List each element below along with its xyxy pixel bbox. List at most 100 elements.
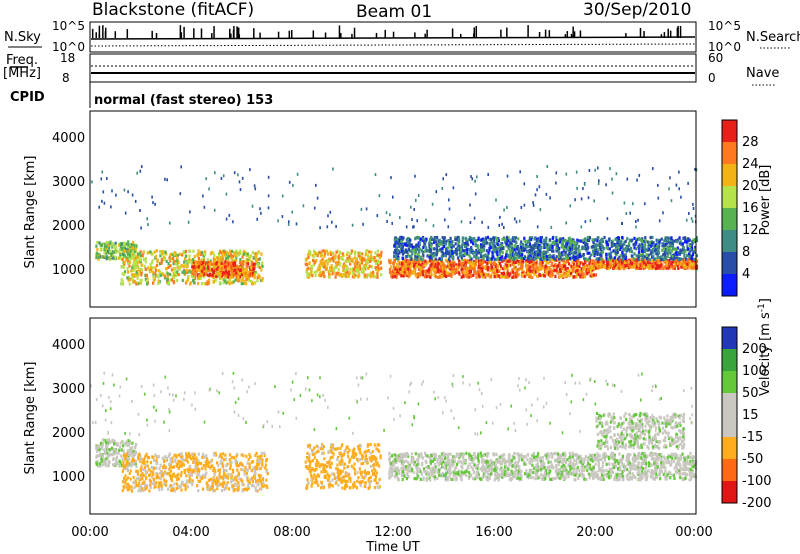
power-cell-band0 <box>114 241 117 245</box>
power-cell-band3 <box>365 250 368 255</box>
power-cell-band5 <box>620 261 624 265</box>
power-cell-band1 <box>227 280 230 284</box>
power-cell-band4 <box>433 274 436 278</box>
power-cell-band2 <box>192 268 195 272</box>
power-cell-band6 <box>490 240 493 244</box>
power-cell-band6 <box>634 240 637 244</box>
power-cell-band3 <box>368 256 371 260</box>
power-cell-band3 <box>358 253 361 258</box>
power-cell-band4 <box>401 271 404 275</box>
power-cell-band6 <box>513 248 516 252</box>
power-cell-band2 <box>238 275 242 279</box>
power-cell-band0 <box>114 244 117 248</box>
power-speckle <box>233 171 236 175</box>
power-cell-band4 <box>408 262 411 266</box>
power-cell-band3 <box>376 269 379 273</box>
power-cell-band6 <box>633 246 636 250</box>
power-cell-band2 <box>242 274 245 278</box>
power-cbar-swatch <box>722 164 737 187</box>
power-speckle <box>657 196 660 200</box>
power-cell-band6 <box>613 243 616 247</box>
velocity-heatmap <box>90 371 698 493</box>
power-cell-band2 <box>193 271 196 275</box>
power-cell-band1 <box>186 264 189 269</box>
power-cell-band6 <box>662 246 665 250</box>
power-cell-band1 <box>144 273 147 277</box>
power-cell-band6 <box>576 255 579 259</box>
power-cell-band3 <box>312 255 315 259</box>
power-cell-band4 <box>558 260 561 264</box>
power-cell-band4 <box>437 268 440 272</box>
power-cell-band2 <box>197 275 200 279</box>
power-cell-band6 <box>520 251 523 255</box>
power-cell-band3 <box>358 264 361 268</box>
power-cell-band3 <box>353 275 356 279</box>
power-cell-band6 <box>478 248 481 252</box>
power-cell-band1 <box>173 271 177 275</box>
power-cell-band6 <box>668 241 671 245</box>
power-cell-band2 <box>229 266 232 270</box>
power-speckle <box>319 226 321 230</box>
power-cell-band5 <box>635 259 638 263</box>
power-cell-band2 <box>241 260 244 264</box>
velocity-cell-band0 <box>99 464 102 468</box>
power-cell-band1 <box>242 259 246 264</box>
power-cell-band6 <box>425 237 428 241</box>
power-cell-band6 <box>598 242 601 246</box>
power-cell-band1 <box>213 254 216 258</box>
power-cell-band1 <box>203 263 206 267</box>
power-cell-band3 <box>333 255 337 259</box>
power-cell-band6 <box>513 252 516 256</box>
power-cell-band3 <box>346 253 349 257</box>
power-cell-band6 <box>605 257 608 261</box>
power-cell-band2 <box>192 261 195 265</box>
power-cell-band4 <box>516 273 519 277</box>
power-cell-band6 <box>495 241 498 245</box>
power-cell-band1 <box>240 278 243 283</box>
power-cell-band6 <box>400 240 403 244</box>
power-cell-band4 <box>407 274 410 279</box>
power-cell-band3 <box>352 273 355 277</box>
power-cell-band4 <box>572 268 575 272</box>
power-cell-band1 <box>153 250 156 254</box>
power-speckle <box>296 172 299 176</box>
power-cell-band0 <box>113 257 116 261</box>
power-cell-band4 <box>430 272 433 277</box>
power-speckle <box>228 213 231 217</box>
power-cell-band4 <box>498 269 501 273</box>
power-speckle <box>385 211 388 215</box>
power-cell-band6 <box>636 237 639 241</box>
power-cell-band5 <box>639 259 642 263</box>
power-cell-band4 <box>567 269 570 273</box>
power-cell-band6 <box>524 247 527 252</box>
power-cell-band6 <box>416 247 419 251</box>
power-cell-band6 <box>520 249 523 253</box>
power-cell-band6 <box>660 255 663 259</box>
power-cell-band1 <box>143 257 146 262</box>
power-cell-band6 <box>442 244 445 248</box>
power-cell-band6 <box>441 236 444 240</box>
power-cell-band6 <box>455 252 458 256</box>
power-cell-band4 <box>567 260 570 264</box>
power-cell-band6 <box>538 246 541 250</box>
power-cell-band4 <box>410 264 413 268</box>
velocity-cell-band0 <box>115 455 119 460</box>
power-cell-band4 <box>572 262 575 266</box>
power-cell-band3 <box>315 269 318 274</box>
power-cell-band4 <box>560 258 564 262</box>
power-cell-band0 <box>112 250 115 254</box>
power-cell-band0 <box>96 240 99 245</box>
power-cell-band6 <box>662 253 665 257</box>
power-cell-band3 <box>364 273 367 277</box>
power-cell-band3 <box>346 270 349 274</box>
power-cell-band1 <box>138 270 141 274</box>
power-cell-band3 <box>357 272 361 276</box>
power-cell-band6 <box>647 248 650 252</box>
power-cell-band3 <box>323 274 326 279</box>
power-cell-band6 <box>454 250 457 254</box>
power-cell-band0 <box>97 255 101 259</box>
power-cell-band5 <box>644 263 648 267</box>
power-cell-band4 <box>425 269 429 273</box>
power-cell-band4 <box>552 264 555 269</box>
velocity-cell-band0 <box>103 459 106 463</box>
